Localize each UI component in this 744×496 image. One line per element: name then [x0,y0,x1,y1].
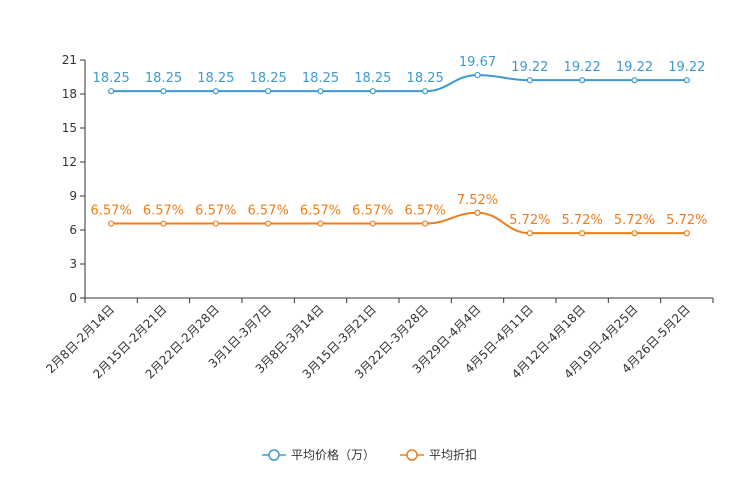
data-point[interactable] [526,77,533,84]
data-label: 18.25 [250,71,287,86]
data-point[interactable] [422,88,429,95]
data-label: 18.25 [354,71,391,86]
data-point[interactable] [579,230,586,237]
data-label: 6.57% [195,204,236,219]
data-point[interactable] [212,220,219,227]
data-point[interactable] [369,220,376,227]
data-label: 18.25 [302,71,339,86]
y-tick-label: 21 [62,53,77,67]
chart-series: 18.25 18.25 18.25 18.25 18.25 18.25 18.25 19.67… [91,55,707,237]
data-point[interactable] [474,209,481,216]
legend-item[interactable]: 平均折扣 [400,447,477,462]
data-label: 5.72% [562,213,603,228]
data-label: 18.25 [93,71,130,86]
data-point[interactable] [265,220,272,227]
data-label: 5.72% [509,213,550,228]
data-point[interactable] [212,88,219,95]
data-point[interactable] [317,88,324,95]
data-label: 6.57% [405,204,446,219]
data-label: 5.72% [666,213,707,228]
data-label: 19.22 [564,60,601,75]
data-point[interactable] [683,77,690,84]
data-point[interactable] [474,71,481,79]
data-point[interactable] [369,88,376,95]
data-label: 18.25 [197,71,234,86]
data-label: 7.52% [457,193,498,208]
data-point[interactable] [683,230,690,237]
y-tick-label: 12 [62,155,77,169]
series-line [111,74,687,93]
data-point[interactable] [631,230,638,237]
data-point[interactable] [579,77,586,84]
data-label: 6.57% [352,204,393,219]
data-label: 6.57% [300,204,341,219]
data-point[interactable] [526,230,533,237]
data-label: 19.22 [511,60,548,75]
data-point[interactable] [160,88,167,95]
data-point[interactable] [160,220,167,227]
data-label: 19.22 [668,60,705,75]
data-label: 18.25 [145,71,182,86]
data-label: 5.72% [614,213,655,228]
data-point[interactable] [631,77,638,84]
data-point[interactable] [108,88,115,95]
chart-legend[interactable]: 平均价格（万） 平均折扣 [262,447,477,462]
legend-item[interactable]: 平均价格（万） [262,447,375,462]
series-2: 6.57% 6.57% 6.57% 6.57% 6.57% 6.57% 6.57% 7.52%… [91,193,707,237]
data-label: 6.57% [248,204,289,219]
y-tick-label: 0 [69,291,77,305]
y-tick-label: 15 [62,121,77,135]
legend-label: 平均价格（万） [291,447,375,462]
data-point[interactable] [422,220,429,227]
data-label: 19.67 [459,55,496,70]
data-label: 6.57% [143,204,184,219]
legend-marker-icon [268,449,280,461]
legend-marker-icon [406,449,418,461]
data-point[interactable] [265,88,272,95]
legend-label: 平均折扣 [429,447,477,462]
data-point[interactable] [108,220,115,227]
data-point[interactable] [317,220,324,227]
y-tick-label: 6 [69,223,77,237]
series-1: 18.25 18.25 18.25 18.25 18.25 18.25 18.25 19.67… [93,55,705,95]
y-tick-label: 9 [69,189,77,203]
data-label: 19.22 [616,60,653,75]
series-line [111,211,687,235]
y-tick-label: 3 [69,257,77,271]
y-tick-label: 18 [62,87,77,101]
data-label: 18.25 [407,71,444,86]
data-label: 6.57% [91,204,132,219]
